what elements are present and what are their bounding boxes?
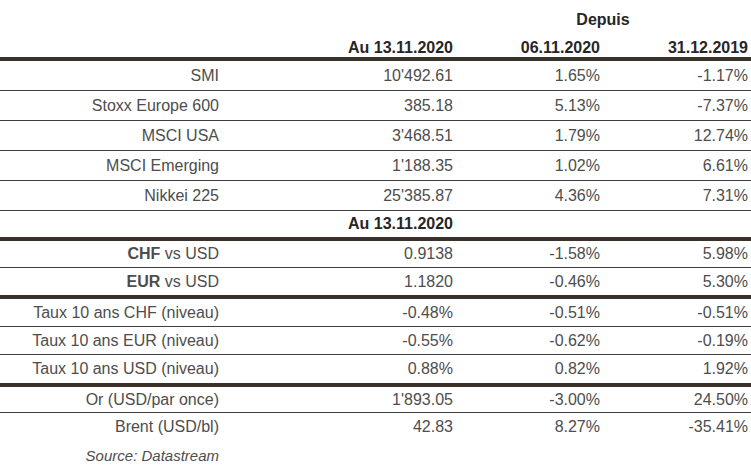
table-row-chf-usd: CHF vs USD 0.9138 -1.58% 5.98%	[0, 241, 751, 268]
cell-since-year: 24.50%	[602, 391, 751, 409]
row-label: CHF vs USD	[0, 245, 228, 263]
row-label-text: Taux 10 ans EUR (niveau)	[32, 332, 219, 349]
cell-since-year: -35.41%	[602, 418, 751, 436]
row-label-text: MSCI Emerging	[106, 157, 219, 174]
table-row-taux-usd: Taux 10 ans USD (niveau) 0.88% 0.82% 1.9…	[0, 355, 751, 383]
cell-since-year: 7.31%	[602, 187, 751, 205]
row-label: MSCI USA	[0, 127, 228, 145]
cell-current: 25'385.87	[228, 187, 455, 205]
cell-current: -0.55%	[228, 332, 455, 350]
row-label-text: Taux 10 ans USD (niveau)	[32, 360, 219, 377]
row-label: Taux 10 ans USD (niveau)	[0, 360, 228, 378]
cell-since-year: 5.30%	[602, 273, 751, 291]
cell-since-week: -0.51%	[455, 304, 602, 322]
cell-since-week: 1.65%	[455, 67, 602, 85]
table-row-msci-emerging: MSCI Emerging 1'188.35 1.02% 6.61%	[0, 151, 751, 181]
cell-since-week: 8.27%	[455, 418, 602, 436]
table-row-nikkei: Nikkei 225 25'385.87 4.36% 7.31%	[0, 181, 751, 211]
row-label: SMI	[0, 67, 228, 85]
cell-since-year: -7.37%	[602, 97, 751, 115]
row-label-text: MSCI USA	[142, 127, 219, 144]
cell-current: 1'188.35	[228, 157, 455, 175]
source-label: Source: Datastream	[0, 447, 228, 464]
cell-current: 0.88%	[228, 360, 455, 378]
cell-since-year: 12.74%	[602, 127, 751, 145]
cell-since-year: -1.17%	[602, 67, 751, 85]
cell-current: 1'893.05	[228, 391, 455, 409]
table-row-msci-usa: MSCI USA 3'468.51 1.79% 12.74%	[0, 121, 751, 151]
cell-since-week: 1.02%	[455, 157, 602, 175]
table-row-taux-eur: Taux 10 ans EUR (niveau) -0.55% -0.62% -…	[0, 327, 751, 355]
column-header-since-week: 06.11.2020	[455, 39, 602, 57]
row-label: Or (USD/par once)	[0, 391, 228, 409]
row-label-text: vs USD	[160, 273, 219, 290]
cell-current: 1.1820	[228, 273, 455, 291]
cell-since-week: -3.00%	[455, 391, 602, 409]
row-label: Taux 10 ans EUR (niveau)	[0, 332, 228, 350]
row-label-text: Stoxx Europe 600	[92, 97, 219, 114]
row-label: EUR vs USD	[0, 273, 228, 291]
cell-current: 10'492.61	[228, 67, 455, 85]
cell-since-week: 4.36%	[455, 187, 602, 205]
row-label-text: Nikkei 225	[144, 187, 219, 204]
table-row-gold: Or (USD/par once) 1'893.05 -3.00% 24.50%	[0, 387, 751, 413]
row-label-strong: CHF	[127, 245, 160, 262]
cell-since-week: 0.82%	[455, 360, 602, 378]
subheader-row: Au 13.11.2020	[0, 211, 751, 237]
cell-current: 0.9138	[228, 245, 455, 263]
table-row-brent: Brent (USD/bl) 42.83 8.27% -35.41%	[0, 413, 751, 441]
cell-current: 3'468.51	[228, 127, 455, 145]
cell-since-year: -0.51%	[602, 304, 751, 322]
table-row-smi: SMI 10'492.61 1.65% -1.17%	[0, 61, 751, 91]
subheader-label: Au 13.11.2020	[228, 215, 455, 233]
cell-since-week: 5.13%	[455, 97, 602, 115]
cell-current: 385.18	[228, 97, 455, 115]
depuis-row: Depuis	[0, 6, 751, 34]
column-header-since-year: 31.12.2019	[602, 39, 751, 57]
row-label: MSCI Emerging	[0, 157, 228, 175]
column-header-current: Au 13.11.2020	[228, 39, 455, 57]
table-row-taux-chf: Taux 10 ans CHF (niveau) -0.48% -0.51% -…	[0, 299, 751, 327]
cell-current: 42.83	[228, 418, 455, 436]
row-label: Brent (USD/bl)	[0, 418, 228, 436]
market-data-table: Depuis Au 13.11.2020 06.11.2020 31.12.20…	[0, 0, 751, 469]
table-row-eur-usd: EUR vs USD 1.1820 -0.46% 5.30%	[0, 268, 751, 295]
cell-since-year: 1.92%	[602, 360, 751, 378]
row-label: Taux 10 ans CHF (niveau)	[0, 304, 228, 322]
row-label-text: SMI	[191, 67, 219, 84]
depuis-header-label: Depuis	[455, 11, 751, 29]
table-header: Depuis Au 13.11.2020 06.11.2020 31.12.20…	[0, 0, 751, 57]
row-label: Nikkei 225	[0, 187, 228, 205]
row-label-strong: EUR	[127, 273, 161, 290]
source-row: Source: Datastream	[0, 441, 751, 469]
row-label-text: Brent (USD/bl)	[115, 418, 219, 435]
row-label: Stoxx Europe 600	[0, 97, 228, 115]
cell-since-year: 5.98%	[602, 245, 751, 263]
cell-since-week: -1.58%	[455, 245, 602, 263]
row-label-text: Taux 10 ans CHF (niveau)	[33, 304, 219, 321]
row-label-text: vs USD	[160, 245, 219, 262]
row-label-text: Or (USD/par once)	[86, 391, 219, 408]
cell-since-week: 1.79%	[455, 127, 602, 145]
cell-since-year: 6.61%	[602, 157, 751, 175]
cell-since-year: -0.19%	[602, 332, 751, 350]
cell-since-week: -0.46%	[455, 273, 602, 291]
column-headers-row: Au 13.11.2020 06.11.2020 31.12.2019	[0, 34, 751, 57]
cell-since-week: -0.62%	[455, 332, 602, 350]
cell-current: -0.48%	[228, 304, 455, 322]
table-row-stoxx: Stoxx Europe 600 385.18 5.13% -7.37%	[0, 91, 751, 121]
